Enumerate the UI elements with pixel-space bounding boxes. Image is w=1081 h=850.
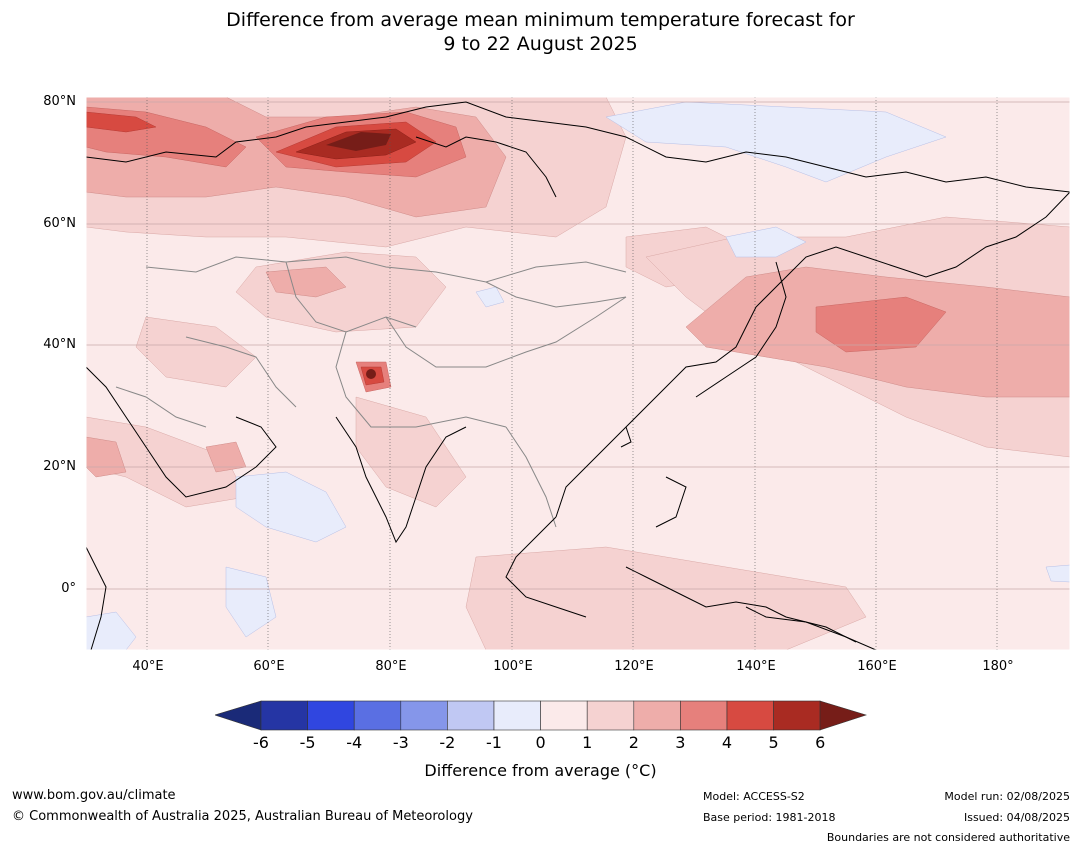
footer-model: Model: ACCESS-S2 — [703, 790, 805, 803]
coast-arctic — [86, 101, 1070, 193]
coast-new-guinea — [745, 606, 877, 650]
lon-label-160e: 160°E — [857, 659, 897, 674]
lat-label-40n: 40°N — [43, 337, 76, 352]
lon-label-80e: 80°E — [375, 659, 407, 674]
lat-label-20n: 20°N — [43, 459, 76, 474]
border-kazakhstan — [285, 261, 417, 333]
anomaly-neg-arabian-sea — [235, 471, 347, 543]
colorbar-cell-11 — [773, 700, 821, 731]
footer-disclaimer: Boundaries are not considered authoritat… — [826, 831, 1070, 844]
anomaly-neg-west-indian-ocean — [225, 566, 277, 638]
anomaly-4-5-barents — [86, 111, 157, 133]
colorbar-tick-4: -2 — [439, 733, 456, 752]
footer-base-period: Base period: 1981-2018 — [703, 811, 836, 824]
lon-label-40e: 40°E — [132, 659, 164, 674]
coast-malay — [505, 516, 587, 618]
border-russia-south — [145, 256, 627, 283]
lon-label-180: 180° — [982, 659, 1014, 674]
footer-issued: Issued: 04/08/2025 — [963, 811, 1070, 824]
colorbar-under-triangle — [214, 700, 262, 731]
border-china-west — [385, 296, 627, 368]
lon-label-100e: 100°E — [493, 659, 533, 674]
coast-india — [335, 416, 467, 544]
colorbar-tick-6: 0 — [535, 733, 546, 752]
anomaly-1-2-maritime-continent — [465, 546, 867, 650]
title-line-2: 9 to 22 August 2025 — [443, 33, 638, 55]
coast-taiwan — [620, 426, 632, 448]
footer-copyright: © Commonwealth of Australia 2025, Austra… — [12, 809, 473, 824]
coast-east-asia — [555, 191, 1070, 518]
colorbar-cell-1 — [307, 700, 355, 731]
border-south-asia — [335, 331, 507, 428]
lon-label-120e: 120°E — [614, 659, 654, 674]
colorbar-cell-7 — [586, 700, 635, 731]
colorbar-cell-6 — [540, 700, 588, 731]
forecast-map-svg — [86, 97, 1070, 650]
anomaly-2-3-kazakhstan — [265, 266, 347, 298]
colorbar-cell-8 — [633, 700, 681, 731]
forecast-map — [86, 97, 1070, 650]
lat-label-80n: 80°N — [43, 94, 76, 109]
colorbar-tick-8: 2 — [628, 733, 639, 752]
colorbar-label: Difference from average (°C) — [424, 761, 657, 780]
colorbar-cell-9 — [680, 700, 728, 731]
colorbar-cell-4 — [447, 700, 495, 731]
colorbar-cell-5 — [493, 700, 541, 731]
colorbar-svg — [214, 700, 867, 731]
border-iran — [185, 336, 297, 408]
colorbar-tick-2: -4 — [346, 733, 363, 752]
coast-taymyr — [415, 136, 557, 198]
colorbar-cell-2 — [353, 700, 402, 731]
coast-philippines — [655, 476, 687, 528]
lon-label-140e: 140°E — [736, 659, 776, 674]
colorbar-cell-0 — [260, 700, 308, 731]
anomaly-6plus-west-siberia — [326, 132, 391, 151]
anomaly-neg-central-pacific — [1045, 564, 1070, 583]
colorbar-cells — [260, 700, 821, 731]
anomaly-neg-east-africa — [86, 611, 137, 650]
anomaly-neg-okhotsk — [725, 226, 807, 258]
lon-label-60e: 60°E — [253, 659, 285, 674]
colorbar-tick-3: -3 — [392, 733, 409, 752]
lat-label-0: 0° — [61, 581, 76, 596]
border-iraq — [115, 386, 207, 428]
footer-model-run: Model run: 02/08/2025 — [944, 790, 1070, 803]
title-line-1: Difference from average mean minimum tem… — [226, 9, 855, 31]
anomaly-6plus-karakoram — [366, 369, 376, 379]
colorbar-tick-7: 1 — [582, 733, 593, 752]
lat-label-60n: 60°N — [43, 216, 76, 231]
coast-arabia — [86, 366, 277, 498]
colorbar-tick-12: 6 — [815, 733, 826, 752]
colorbar-tick-9: 3 — [675, 733, 686, 752]
anomaly-neg-east-siberian-sea — [605, 101, 947, 183]
colorbar-over-triangle — [819, 700, 867, 731]
colorbar-tick-10: 4 — [721, 733, 733, 752]
coast-japan — [695, 261, 787, 398]
anomaly-3-4-pacific-core — [815, 296, 947, 353]
colorbar — [214, 700, 867, 736]
colorbar-cell-10 — [726, 700, 774, 731]
map-title: Difference from average mean minimum tem… — [0, 8, 1081, 56]
colorbar-tick-0: -6 — [253, 733, 269, 752]
colorbar-tick-5: -1 — [486, 733, 502, 752]
border-mongolia — [485, 281, 627, 308]
anomaly-1-2-middle-east — [135, 316, 257, 388]
border-indochina — [505, 426, 557, 528]
colorbar-tick-11: 5 — [768, 733, 779, 752]
colorbar-tick-1: -5 — [299, 733, 316, 752]
coast-africa — [86, 546, 107, 650]
colorbar-cell-3 — [400, 700, 448, 731]
anomaly-neg-mongolia — [475, 286, 505, 308]
footer-website[interactable]: www.bom.gov.au/climate — [12, 788, 176, 803]
